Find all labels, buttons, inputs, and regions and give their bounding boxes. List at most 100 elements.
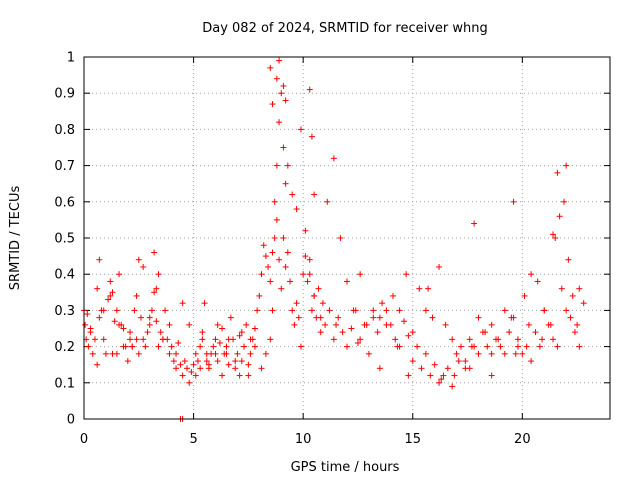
data-point — [348, 325, 355, 332]
data-point — [94, 361, 101, 368]
data-point — [236, 372, 243, 379]
data-point — [453, 350, 460, 357]
data-point — [370, 307, 377, 314]
data-point — [135, 256, 142, 263]
data-point — [111, 318, 118, 325]
data-point — [186, 321, 193, 328]
data-point — [436, 379, 443, 386]
data-point — [409, 358, 416, 365]
data-point — [269, 249, 276, 256]
data-point — [282, 97, 289, 104]
data-point — [324, 198, 331, 205]
data-point — [276, 57, 283, 64]
data-points — [81, 57, 587, 422]
data-point — [416, 285, 423, 292]
data-point — [131, 307, 138, 314]
data-point — [278, 285, 285, 292]
data-point — [273, 216, 280, 223]
x-tick-label: 5 — [189, 432, 197, 447]
data-point — [238, 358, 245, 365]
data-point — [113, 307, 120, 314]
data-point — [269, 307, 276, 314]
data-point — [133, 336, 140, 343]
data-point — [576, 285, 583, 292]
data-point — [462, 358, 469, 365]
data-point — [315, 285, 322, 292]
data-point — [429, 314, 436, 321]
data-point — [512, 350, 519, 357]
data-point — [311, 292, 318, 299]
data-point — [475, 350, 482, 357]
data-point — [438, 376, 445, 383]
data-point — [468, 343, 475, 350]
data-point — [116, 321, 123, 328]
data-point — [94, 285, 101, 292]
data-point — [317, 314, 324, 321]
data-point — [142, 343, 149, 350]
data-point — [188, 368, 195, 375]
data-point — [289, 307, 296, 314]
data-point — [455, 358, 462, 365]
data-point — [199, 329, 206, 336]
data-point — [212, 350, 219, 357]
data-point — [449, 336, 456, 343]
x-tick-label: 10 — [295, 432, 312, 447]
y-tick-label: 0.3 — [54, 304, 75, 319]
data-point — [273, 75, 280, 82]
data-point — [560, 198, 567, 205]
data-point — [100, 307, 107, 314]
data-point — [558, 285, 565, 292]
data-point — [197, 343, 204, 350]
chart-title: Day 082 of 2024, SRMTID for receiver whn… — [202, 21, 488, 36]
data-point — [525, 321, 532, 328]
data-point — [293, 300, 300, 307]
data-point — [501, 307, 508, 314]
data-point — [107, 292, 114, 299]
data-point — [96, 314, 103, 321]
data-point — [556, 213, 563, 220]
data-point — [539, 336, 546, 343]
data-point — [317, 329, 324, 336]
data-point — [394, 343, 401, 350]
data-point — [153, 318, 160, 325]
data-point — [133, 292, 140, 299]
data-point — [547, 321, 554, 328]
data-point — [157, 329, 164, 336]
data-point — [571, 329, 578, 336]
data-point — [146, 321, 153, 328]
data-point — [267, 336, 274, 343]
data-point — [258, 271, 265, 278]
data-point — [322, 321, 329, 328]
data-point — [383, 307, 390, 314]
data-point — [414, 343, 421, 350]
data-point — [278, 90, 285, 97]
data-point — [212, 336, 219, 343]
data-point — [240, 343, 247, 350]
data-point — [262, 350, 269, 357]
data-point — [96, 256, 103, 263]
data-point — [302, 227, 309, 234]
data-point — [166, 350, 173, 357]
data-point — [521, 292, 528, 299]
data-point — [422, 350, 429, 357]
data-point — [405, 332, 412, 339]
plot-frame — [83, 56, 611, 420]
data-point — [536, 343, 543, 350]
data-point — [418, 365, 425, 372]
data-point — [319, 300, 326, 307]
data-point — [396, 307, 403, 314]
x-tick-label: 0 — [80, 432, 88, 447]
data-point — [199, 336, 206, 343]
data-point — [565, 256, 572, 263]
data-point — [541, 307, 548, 314]
x-axis-label: GPS time / hours — [291, 460, 400, 475]
data-point — [192, 350, 199, 357]
data-point — [82, 321, 89, 328]
data-point — [276, 119, 283, 126]
data-point — [181, 358, 188, 365]
data-point — [223, 350, 230, 357]
data-point — [550, 231, 557, 238]
data-point — [271, 235, 278, 241]
data-point — [223, 343, 230, 350]
data-point — [87, 329, 94, 336]
